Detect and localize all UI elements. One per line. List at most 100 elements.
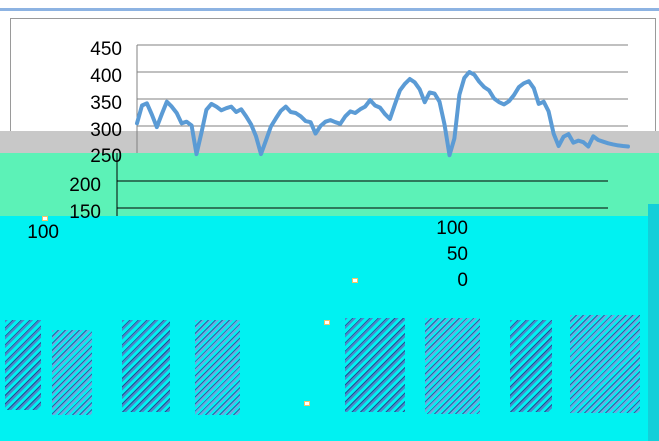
- noise-block-1: [5, 320, 41, 410]
- noise-block-3: [122, 320, 170, 412]
- right-tick-labels: 100 50 0: [436, 218, 468, 291]
- artifact-marker-4: [42, 216, 48, 221]
- right-artifact-strip: [648, 204, 659, 441]
- data-point-83: [542, 100, 545, 103]
- line-series-layer: [135, 70, 630, 158]
- artifact-marker-1: [352, 278, 358, 283]
- upper-tick-labels: 450 400 350 300 250: [90, 39, 122, 167]
- tick-label-150: 150: [69, 202, 101, 223]
- data-point-66: [458, 93, 461, 96]
- data-point-20: [230, 105, 233, 108]
- data-point-81: [532, 87, 535, 90]
- data-point-67: [463, 76, 466, 80]
- data-point-36: [309, 121, 312, 124]
- data-point-24: [249, 123, 253, 126]
- data-point-86: [557, 144, 560, 148]
- data-point-21: [235, 110, 238, 114]
- data-point-82: [537, 102, 540, 106]
- tick-label-0-right: 0: [457, 270, 468, 291]
- tick-label-450: 450: [90, 39, 122, 60]
- data-point-17: [215, 105, 218, 108]
- data-point-54: [398, 89, 402, 92]
- data-point-43: [344, 115, 347, 118]
- data-point-87: [562, 135, 565, 138]
- data-point-70: [478, 80, 481, 83]
- data-point-3: [145, 102, 149, 105]
- data-point-5: [155, 125, 158, 129]
- data-point-97: [611, 143, 615, 146]
- data-point-55: [403, 82, 406, 86]
- data-point-65: [453, 137, 456, 140]
- top-rule: [0, 8, 659, 11]
- data-point-7: [165, 100, 168, 103]
- data-point-51: [383, 112, 387, 116]
- lower-tick-labels: 200 150 100: [27, 175, 101, 243]
- artifact-marker-2: [324, 320, 330, 325]
- data-point-22: [240, 108, 243, 111]
- data-point-38: [319, 124, 322, 128]
- data-point-95: [602, 140, 605, 143]
- data-point-53: [393, 103, 397, 106]
- noise-block-8: [570, 315, 640, 413]
- data-point-78: [517, 85, 521, 89]
- data-point-60: [428, 91, 431, 94]
- data-point-77: [512, 94, 516, 97]
- data-point-92: [587, 145, 590, 148]
- data-point-98: [616, 144, 620, 147]
- data-point-2: [140, 104, 144, 107]
- data-point-73: [492, 97, 496, 100]
- data-point-59: [423, 101, 426, 104]
- data-point-99: [621, 144, 625, 148]
- artifact-marker-3: [304, 401, 310, 406]
- data-point-28: [269, 125, 273, 128]
- data-point-61: [433, 92, 436, 95]
- tick-label-200: 200: [69, 175, 101, 196]
- data-point-44: [349, 110, 352, 113]
- data-point-71: [483, 85, 486, 89]
- data-point-35: [304, 119, 307, 123]
- data-point-48: [368, 98, 372, 102]
- line-series-1: [135, 70, 630, 158]
- data-point-52: [388, 117, 392, 121]
- data-point-45: [354, 111, 357, 115]
- data-point-19: [225, 107, 228, 110]
- data-point-30: [279, 109, 282, 113]
- data-point-89: [572, 141, 575, 144]
- data-point-14: [200, 131, 203, 134]
- noise-block-2: [52, 330, 92, 415]
- data-point-79: [522, 82, 525, 85]
- data-point-76: [507, 100, 511, 103]
- data-point-57: [413, 81, 416, 84]
- data-point-26: [259, 152, 263, 156]
- noise-block-5: [345, 318, 405, 412]
- data-point-6: [160, 112, 163, 116]
- data-point-72: [487, 89, 491, 92]
- noise-block-7: [510, 320, 552, 412]
- gray-artifact-band: [0, 131, 659, 153]
- tick-label-100-right: 100: [436, 218, 468, 239]
- data-point-4: [150, 113, 154, 116]
- data-point-91: [582, 141, 585, 144]
- noise-block-4: [195, 320, 240, 415]
- data-point-90: [577, 139, 580, 142]
- tick-label-100-left: 100: [27, 222, 59, 243]
- green-artifact-band: [0, 153, 659, 216]
- data-point-1: [135, 122, 139, 125]
- data-point-74: [497, 101, 501, 104]
- data-point-10: [180, 122, 183, 125]
- noise-block-6: [425, 318, 480, 414]
- data-point-41: [334, 121, 337, 124]
- data-point-46: [359, 108, 362, 111]
- data-point-39: [324, 120, 327, 123]
- tick-label-400: 400: [90, 66, 122, 87]
- data-point-33: [294, 111, 297, 115]
- data-point-31: [284, 105, 287, 108]
- data-point-94: [597, 138, 600, 142]
- data-point-37: [314, 132, 317, 135]
- data-point-11: [185, 120, 188, 123]
- data-point-68: [468, 70, 471, 74]
- tick-label-50-right: 50: [447, 244, 468, 265]
- data-point-84: [547, 110, 550, 113]
